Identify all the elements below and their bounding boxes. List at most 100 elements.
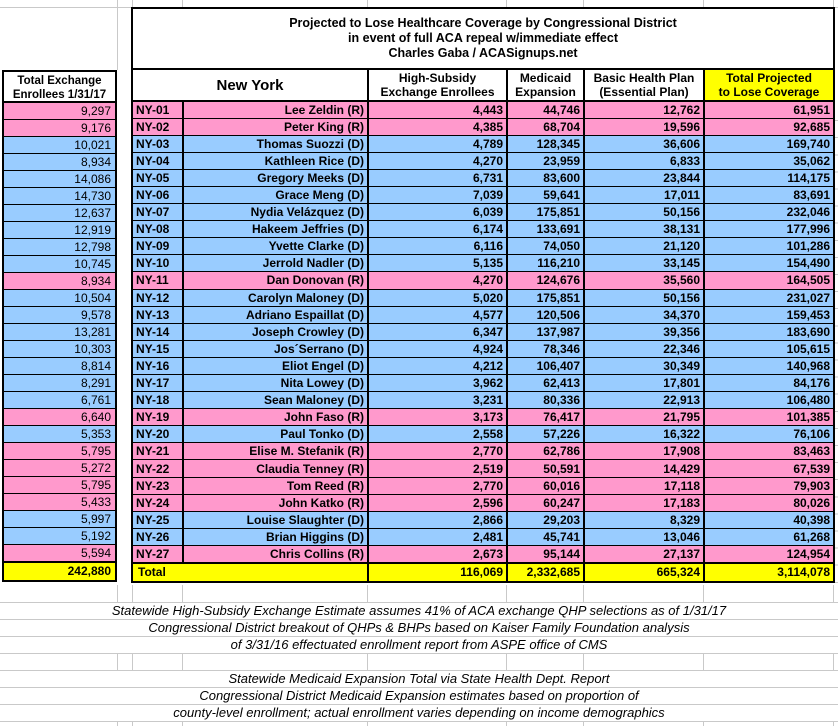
basic-health-plan-cell: 17,908 — [583, 442, 705, 461]
district-code-cell: NY-08 — [131, 220, 184, 239]
basic-health-plan-cell: 21,795 — [583, 408, 705, 427]
representative-cell: Lee Zeldin (R) — [182, 100, 369, 119]
district-code-cell: NY-21 — [131, 442, 184, 461]
gridline — [117, 0, 118, 7]
district-code-cell: NY-16 — [131, 356, 184, 376]
high-subsidy-cell: 2,770 — [367, 442, 508, 461]
basic-health-plan-header-line2: (Essential Plan) — [599, 85, 689, 99]
district-code-cell: NY-14 — [131, 322, 184, 341]
high-subsidy-cell: 4,270 — [367, 271, 508, 290]
gridline — [583, 585, 584, 602]
medicaid-cell: 59,641 — [506, 185, 585, 205]
gridline — [117, 653, 118, 670]
representative-cell: Thomas Suozzi (D) — [182, 134, 369, 153]
gridline — [132, 585, 133, 602]
exchange-enrollees-cell: 12,919 — [4, 221, 115, 238]
gridline — [0, 636, 838, 637]
gridline — [182, 0, 183, 7]
exchange-enrollees-column: Total Exchange Enrollees 1/31/17 9,297 9,… — [2, 70, 117, 582]
exchange-enrollees-header-line1: Total Exchange — [17, 75, 102, 87]
gridline — [0, 670, 838, 671]
exchange-enrollees-cell: 6,761 — [4, 391, 115, 408]
total-projected-header-line2: to Lose Coverage — [718, 85, 820, 99]
footnote-exchange-line2: Congressional District breakout of QHPs … — [148, 620, 690, 635]
basic-health-plan-cell: 19,596 — [583, 117, 705, 136]
exchange-enrollees-cell: 8,291 — [4, 374, 115, 391]
representative-cell: Eliot Engel (D) — [182, 356, 369, 376]
district-code-cell: NY-27 — [131, 544, 184, 564]
total-projected-cell: 83,691 — [702, 185, 836, 205]
exchange-enrollees-cell: 14,086 — [4, 170, 115, 187]
district-row: NY-02 Peter King (R) 4,385 68,704 19,596 92,6… — [131, 117, 836, 136]
medicaid-cell: 175,851 — [506, 288, 585, 307]
medicaid-cell: 106,407 — [506, 356, 585, 376]
representative-cell: Adriano Espaillat (D) — [182, 305, 369, 324]
medicaid-header-line2: Expansion — [515, 85, 576, 99]
district-row: NY-24 John Katko (R) 2,596 60,247 17,183 80,0… — [131, 493, 836, 512]
high-subsidy-header: High-Subsidy Exchange Enrollees — [367, 68, 508, 102]
total-projected-cell: 183,690 — [702, 322, 836, 341]
total-projected-cell: 83,463 — [702, 442, 836, 461]
gridline — [0, 653, 838, 654]
exchange-enrollees-cell: 9,578 — [4, 306, 115, 323]
high-subsidy-cell: 4,270 — [367, 151, 508, 170]
gridline — [833, 721, 834, 726]
gridline — [583, 0, 584, 7]
medicaid-header: Medicaid Expansion — [506, 68, 585, 102]
coverage-table: Projected to Lose Healthcare Coverage by… — [130, 7, 836, 583]
district-row: NY-12 Carolyn Maloney (D) 5,020 175,851 50,1… — [131, 288, 836, 307]
district-row: NY-10 Jerrold Nadler (D) 5,135 116,210 33,14… — [131, 254, 836, 273]
district-code-cell: NY-09 — [131, 237, 184, 256]
district-row: NY-07 Nydia Velázquez (D) 6,039 175,851 50,1… — [131, 203, 836, 222]
medicaid-cell: 74,050 — [506, 237, 585, 256]
footnote-exchange-line1: Statewide High-Subsidy Exchange Estimate… — [111, 603, 727, 618]
representative-cell: Yvette Clarke (D) — [182, 237, 369, 256]
district-code-cell: NY-18 — [131, 391, 184, 410]
district-code-cell: NY-03 — [131, 134, 184, 153]
exchange-enrollees-cell: 9,297 — [4, 103, 115, 119]
exchange-enrollees-cell: 10,303 — [4, 340, 115, 357]
representative-cell: Claudia Tenney (R) — [182, 459, 369, 478]
total-projected-cell: 101,286 — [702, 237, 836, 256]
exchange-enrollees-cell: 5,795 — [4, 442, 115, 459]
representative-cell: John Katko (R) — [182, 493, 369, 512]
basic-health-plan-cell: 16,322 — [583, 425, 705, 444]
district-row: NY-16 Eliot Engel (D) 4,212 106,407 30,349 14… — [131, 356, 836, 376]
gridline — [583, 653, 584, 670]
district-row: NY-04 Kathleen Rice (D) 4,270 23,959 6,833 35… — [131, 151, 836, 170]
district-rows: NY-01 Lee Zeldin (R) 4,443 44,746 12,762 61,9… — [131, 100, 836, 564]
title-line3: Charles Gaba / ACASignups.net — [388, 46, 578, 60]
gridline — [506, 653, 507, 670]
medicaid-cell: 60,247 — [506, 493, 585, 512]
representative-cell: Tom Reed (R) — [182, 476, 369, 495]
gridline — [367, 0, 368, 7]
representative-cell: Chris Collins (R) — [182, 544, 369, 564]
basic-health-plan-cell: 17,801 — [583, 373, 705, 393]
title-line1: Projected to Lose Healthcare Coverage by… — [289, 16, 677, 30]
exchange-enrollees-header: Total Exchange Enrollees 1/31/17 — [4, 72, 115, 103]
total-projected-cell: 140,968 — [702, 356, 836, 376]
total-projected-cell: 84,176 — [702, 373, 836, 393]
total-projected-cell: 159,453 — [702, 305, 836, 324]
high-subsidy-cell: 2,673 — [367, 544, 508, 564]
high-subsidy-header-line1: High-Subsidy — [398, 71, 477, 85]
district-row: NY-06 Grace Meng (D) 7,039 59,641 17,011 83,6… — [131, 185, 836, 205]
total-projected-header: Total Projected to Lose Coverage — [702, 68, 836, 102]
basic-health-plan-cell: 34,370 — [583, 305, 705, 324]
district-row: NY-18 Sean Maloney (D) 3,231 80,336 22,913 10… — [131, 391, 836, 410]
high-subsidy-cell: 5,135 — [367, 254, 508, 273]
total-projected-header-line1: Total Projected — [726, 71, 812, 85]
total-projected-cell: 92,685 — [702, 117, 836, 136]
row-gridline-stubs — [834, 104, 838, 584]
district-row: NY-20 Paul Tonko (D) 2,558 57,226 16,322 76,1… — [131, 425, 836, 444]
medicaid-cell: 23,959 — [506, 151, 585, 170]
district-code-cell: NY-07 — [131, 203, 184, 222]
medicaid-cell: 57,226 — [506, 425, 585, 444]
district-row: NY-23 Tom Reed (R) 2,770 60,016 17,118 79,903 — [131, 476, 836, 495]
total-row: Total 116,069 2,332,685 665,324 3,114,07… — [131, 561, 836, 583]
exchange-enrollees-cell: 8,934 — [4, 272, 115, 289]
exchange-enrollees-cell: 14,730 — [4, 187, 115, 204]
gridline — [506, 0, 507, 7]
gridline — [182, 653, 183, 670]
